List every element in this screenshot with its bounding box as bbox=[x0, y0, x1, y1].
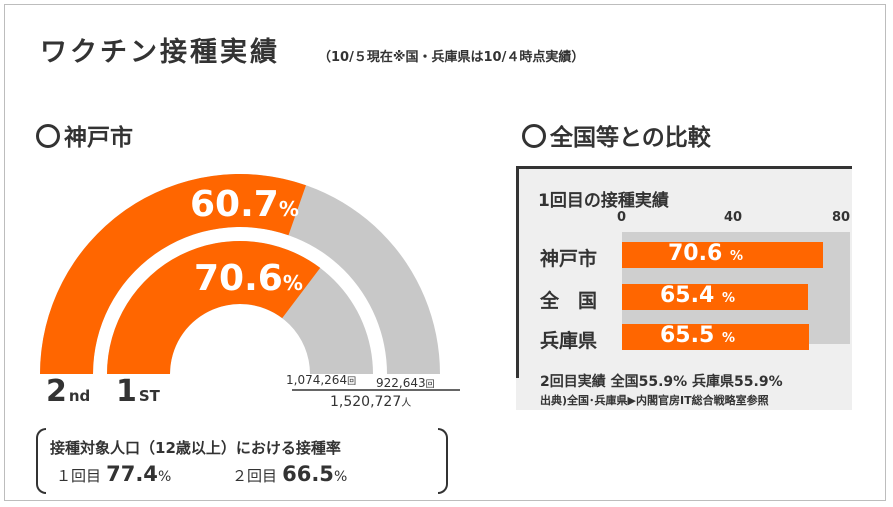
bar-value-hyogo-number: 65.5 bbox=[660, 323, 715, 348]
outer-rank-suffix: nd bbox=[68, 387, 91, 405]
note-first-value: 77.4 bbox=[106, 462, 158, 486]
inner-rate-value: 70.6 bbox=[194, 258, 283, 299]
axis-tick-0: 0 bbox=[617, 210, 627, 225]
bar-label-hyogo: 兵庫県 bbox=[540, 330, 598, 352]
second-dose-summary: 2回目実績 全国55.9% 兵庫県55.9% bbox=[540, 374, 783, 390]
note-title: 接種対象人口（12歳以上）における接種率 bbox=[50, 439, 341, 457]
note-first-label: １回目 bbox=[56, 467, 102, 485]
bar-label-national: 全 国 bbox=[540, 290, 598, 312]
bracket-right bbox=[438, 428, 448, 494]
bar-value-national: 65.4 % bbox=[660, 283, 735, 308]
page-subtitle: （10/５現在※国・兵庫県は10/４時点実績） bbox=[318, 50, 585, 65]
outer-rank-number: 2 bbox=[46, 374, 67, 409]
population-unit: 人 bbox=[401, 398, 412, 409]
outer-rate-label: 60.7% bbox=[190, 184, 299, 225]
infographic-frame bbox=[4, 4, 886, 501]
bar-value-kobe-number: 70.6 bbox=[668, 241, 723, 266]
population-value: 1,520,727 bbox=[330, 394, 402, 410]
first-dose-count-value: 1,074,264 bbox=[286, 373, 348, 387]
first-dose-count-unit: 回 bbox=[347, 377, 357, 387]
axis-tick-80: 80 bbox=[832, 210, 851, 225]
inner-rate-label: 70.6% bbox=[194, 258, 303, 299]
inner-rank-number: 1 bbox=[116, 374, 137, 409]
bar-value-kobe-unit: % bbox=[729, 249, 743, 264]
note-second-label: ２回目 bbox=[232, 467, 278, 485]
inner-rank-suffix: ST bbox=[138, 387, 160, 405]
kobe-heading-label: 神戸市 bbox=[64, 125, 133, 151]
second-dose-count: 922,643回 bbox=[376, 376, 435, 390]
bar-value-hyogo: 65.5 % bbox=[660, 323, 735, 348]
comparison-heading: 全国等との比較 bbox=[522, 118, 711, 152]
eligible-population-note: 接種対象人口（12歳以上）における接種率 １回目 77.4% ２回目 66.5% bbox=[36, 428, 448, 494]
bar-national bbox=[622, 284, 809, 310]
source-note: 出典)全国･兵庫県▶内閣官房IT総合戦略室参照 bbox=[540, 394, 769, 407]
comparison-heading-label: 全国等との比較 bbox=[550, 125, 711, 151]
panel-left-border bbox=[516, 166, 519, 378]
note-first-dose: １回目 77.4% bbox=[56, 462, 171, 486]
inner-ring-rate bbox=[107, 241, 321, 374]
bar-value-kobe: 70.6 % bbox=[668, 241, 743, 266]
bar-value-national-unit: % bbox=[721, 291, 735, 306]
inner-rank: 1 ST bbox=[116, 374, 160, 409]
outer-ring-rate bbox=[40, 174, 306, 374]
note-second-dose: ２回目 66.5% bbox=[232, 462, 347, 486]
outer-rate-unit: % bbox=[278, 197, 299, 221]
second-dose-count-unit: 回 bbox=[425, 380, 435, 390]
circle-icon bbox=[522, 124, 546, 148]
page-title: ワクチン接種実績 bbox=[40, 37, 280, 68]
note-second-value: 66.5 bbox=[282, 462, 334, 486]
bracket-left bbox=[36, 428, 46, 494]
bar-hyogo bbox=[622, 324, 809, 350]
note-second-unit: % bbox=[333, 469, 348, 485]
axis-tick-40: 40 bbox=[724, 210, 743, 225]
panel-top-border bbox=[516, 166, 852, 169]
panel-title: 1回目の接種実績 bbox=[538, 191, 669, 211]
bar-kobe bbox=[622, 242, 824, 268]
note-first-unit: % bbox=[157, 469, 172, 485]
bar-value-national-number: 65.4 bbox=[660, 283, 715, 308]
bar-label-kobe: 神戸市 bbox=[540, 248, 598, 270]
first-dose-count: 1,074,264回 bbox=[286, 373, 356, 387]
second-dose-count-value: 922,643 bbox=[376, 376, 426, 390]
target-population: 1,520,727人 bbox=[330, 394, 411, 410]
inner-rate-unit: % bbox=[282, 271, 303, 295]
bar-value-hyogo-unit: % bbox=[721, 331, 735, 346]
outer-rate-value: 60.7 bbox=[190, 184, 279, 225]
circle-icon bbox=[36, 124, 60, 148]
kobe-heading: 神戸市 bbox=[36, 118, 133, 152]
